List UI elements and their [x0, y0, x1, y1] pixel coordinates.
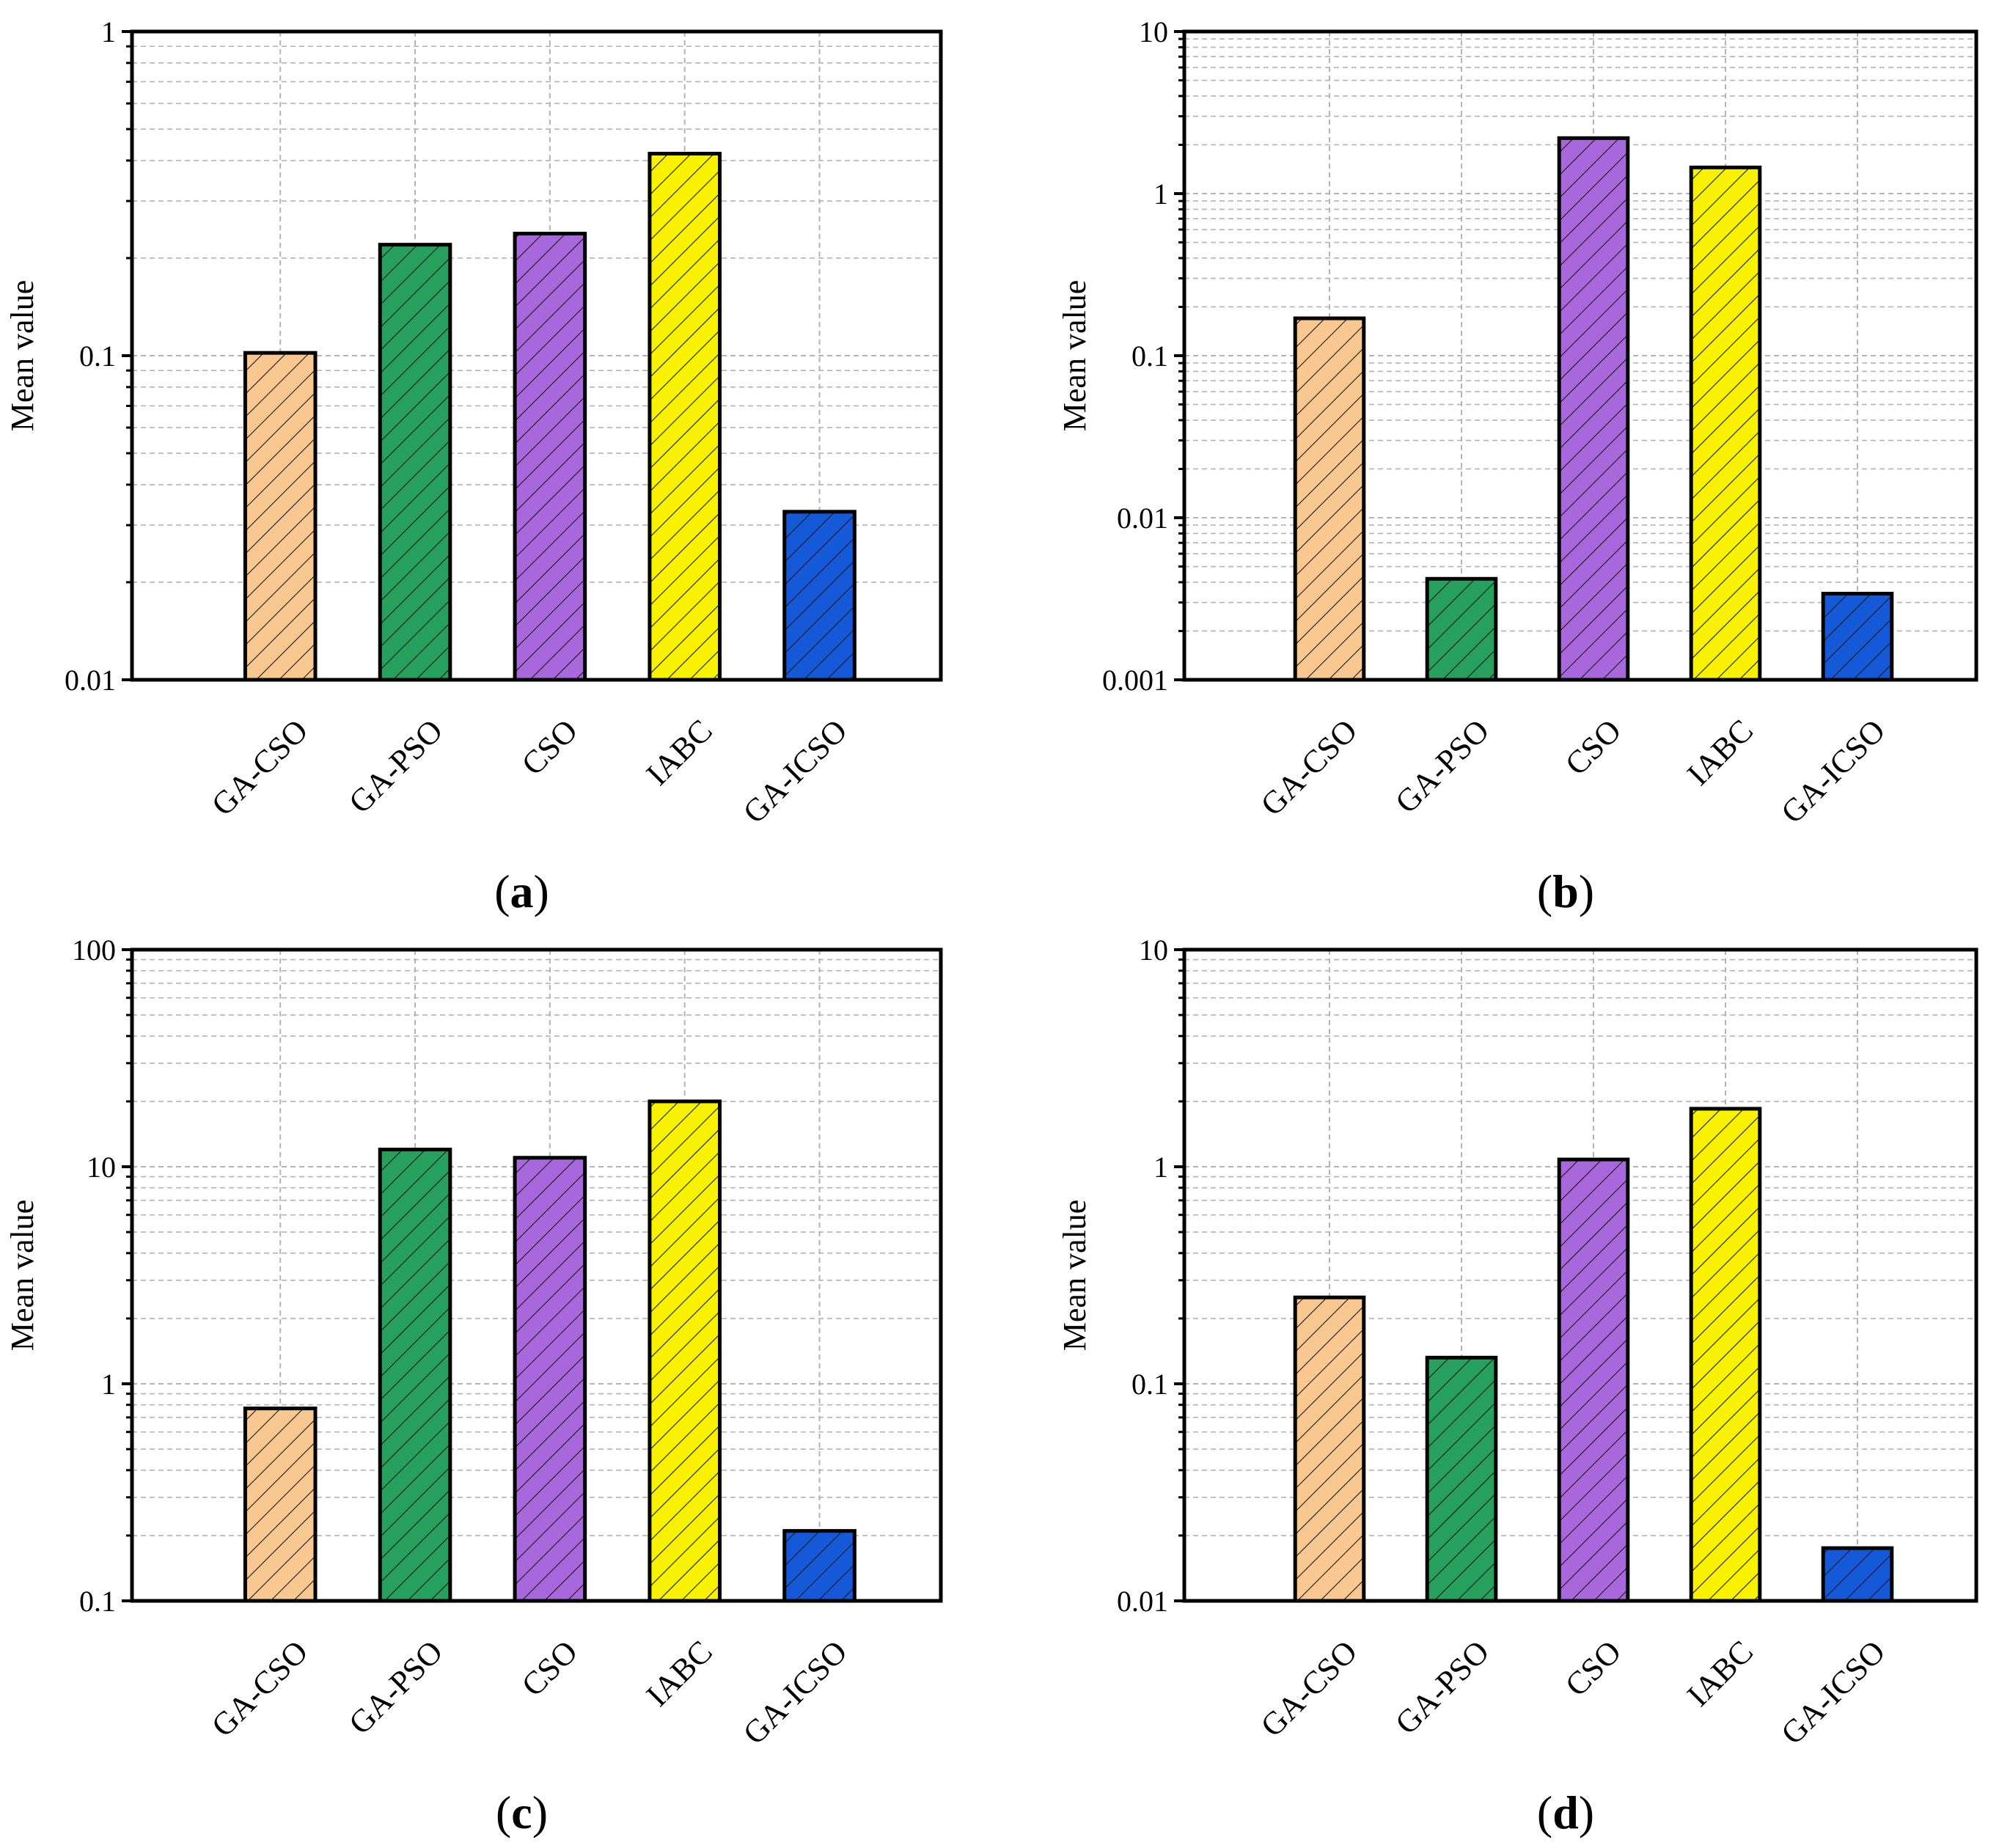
plot-frame [1182, 947, 1978, 1603]
bar-ga-icso [1821, 592, 1894, 682]
y-tick-label: 0.01 [1117, 1585, 1168, 1618]
panel-caption: (d) [1537, 1786, 1594, 1838]
y-axis-title: Mean value [4, 1200, 40, 1351]
caption-letter: b [1552, 865, 1579, 917]
caption-close: ) [534, 865, 549, 917]
y-tick-label: 1 [101, 15, 116, 48]
bar-ga-icso [782, 1529, 857, 1603]
y-tick-label: 10 [87, 1151, 116, 1184]
x-tick-label: GA-PSO [342, 1633, 450, 1741]
x-tick-label: GA-CSO [205, 712, 315, 822]
caption-open: ( [1537, 1786, 1552, 1838]
y-tick-label: 0.001 [1102, 664, 1168, 697]
panel-b: GA-CSO GA-PSO CSO IABC GA-ICSO 0.001 0.01 0.1 1 1… [1057, 15, 1978, 917]
caption-open: ( [494, 865, 510, 917]
y-tick-label: 0.01 [65, 664, 116, 697]
x-tick-label: CSO [515, 1633, 584, 1703]
bar-ga-icso [782, 510, 857, 682]
y-axis-title: Mean value [1057, 280, 1093, 431]
bar-ga-pso [1425, 576, 1498, 682]
y-tick-label: 0.01 [1117, 502, 1168, 535]
panel-a: GA-CSO GA-PSO CSO IABC GA-ICSO 0.01 0.1 1 Mean v… [4, 15, 943, 917]
bar-iabc [1689, 1107, 1762, 1603]
bar-ga-cso [1293, 1295, 1366, 1603]
y-tick-label: 1 [1153, 177, 1168, 210]
bar-iabc [648, 152, 722, 682]
y-tick-label: 10 [1139, 934, 1168, 967]
bar-cso [513, 1156, 587, 1603]
y-tick-label: 0.1 [1131, 340, 1168, 373]
x-tick-label: GA-PSO [1388, 1633, 1496, 1741]
bar-cso [1557, 1157, 1630, 1603]
bar-iabc [648, 1099, 722, 1603]
bar-iabc [1689, 165, 1762, 682]
y-axis-title: Mean value [4, 280, 40, 431]
y-axis-title: Mean value [1057, 1200, 1093, 1351]
x-tick-label: GA-CSO [1254, 712, 1364, 822]
x-tick-label: GA-ICSO [736, 1633, 854, 1751]
y-tick-label: 0.1 [79, 1585, 116, 1618]
bar-ga-pso [1425, 1355, 1498, 1603]
panel-caption: (b) [1537, 865, 1594, 917]
caption-letter: a [510, 865, 534, 917]
x-tick-label: GA-ICSO [736, 712, 854, 830]
x-tick-label: GA-ICSO [1774, 712, 1892, 830]
bar-ga-pso [378, 1148, 452, 1603]
bar-cso [1557, 136, 1630, 682]
bar-ga-cso [243, 351, 318, 682]
x-tick-label: IABC [639, 712, 719, 792]
caption-close: ) [1579, 865, 1594, 917]
x-tick-label: CSO [1558, 1633, 1628, 1703]
caption-letter: c [511, 1786, 532, 1838]
panel-caption: (a) [494, 865, 549, 917]
bar-ga-cso [243, 1407, 318, 1603]
y-tick-label: 0.1 [79, 340, 116, 373]
x-tick-label: CSO [1558, 712, 1628, 782]
x-tick-label: GA-PSO [342, 712, 450, 820]
panel-c: GA-CSO GA-PSO CSO IABC GA-ICSO 0.1 1 10 100 Mean … [4, 934, 943, 1838]
caption-letter: d [1552, 1786, 1579, 1838]
panel-d: GA-CSO GA-PSO CSO IABC GA-ICSO 0.01 0.1 1 10 Mean… [1057, 934, 1978, 1838]
x-tick-label: GA-PSO [1388, 712, 1496, 820]
x-tick-label: IABC [1680, 712, 1760, 792]
caption-close: ) [532, 1786, 548, 1838]
x-tick-label: IABC [639, 1633, 719, 1713]
panel-caption: (c) [496, 1786, 548, 1838]
x-tick-label: CSO [515, 712, 584, 782]
caption-open: ( [496, 1786, 511, 1838]
bar-ga-cso [1293, 316, 1366, 682]
y-tick-label: 1 [101, 1368, 116, 1401]
y-tick-label: 1 [1153, 1151, 1168, 1184]
y-tick-label: 10 [1139, 15, 1168, 48]
bar-cso [513, 232, 587, 682]
y-tick-label: 100 [72, 934, 116, 967]
plot-frame [130, 947, 943, 1603]
bar-ga-icso [1821, 1546, 1894, 1603]
bar-ga-pso [378, 243, 452, 682]
x-tick-label: GA-CSO [205, 1633, 315, 1743]
x-tick-label: IABC [1680, 1633, 1760, 1713]
caption-open: ( [1537, 865, 1552, 917]
x-tick-label: GA-ICSO [1774, 1633, 1892, 1751]
x-tick-label: GA-CSO [1254, 1633, 1364, 1743]
caption-close: ) [1579, 1786, 1594, 1838]
y-tick-label: 0.1 [1131, 1368, 1168, 1401]
